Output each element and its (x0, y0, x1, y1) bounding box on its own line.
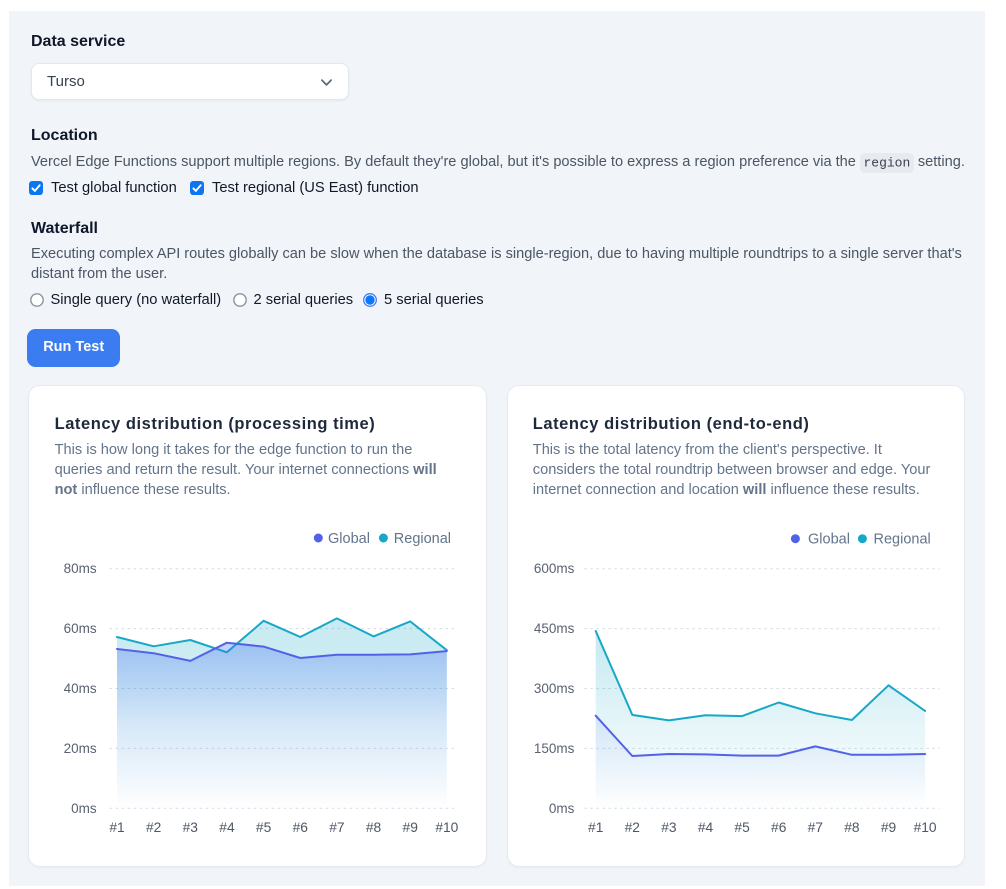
svg-text:#10: #10 (913, 820, 936, 835)
svg-text:#1: #1 (110, 820, 125, 835)
svg-text:Regional: Regional (394, 531, 451, 547)
svg-text:#8: #8 (366, 820, 382, 835)
svg-text:#7: #7 (807, 820, 822, 835)
svg-text:300ms: 300ms (533, 681, 574, 696)
svg-text:#3: #3 (661, 820, 677, 835)
svg-text:150ms: 150ms (533, 741, 574, 756)
svg-text:#5: #5 (734, 820, 750, 835)
svg-text:0ms: 0ms (71, 801, 97, 816)
svg-text:#3: #3 (183, 820, 199, 835)
svg-text:#5: #5 (256, 820, 272, 835)
svg-text:#8: #8 (844, 820, 860, 835)
svg-text:#6: #6 (293, 820, 309, 835)
svg-text:#9: #9 (403, 820, 419, 835)
svg-text:450ms: 450ms (533, 621, 574, 636)
svg-text:#1: #1 (588, 820, 603, 835)
svg-text:#4: #4 (220, 820, 236, 835)
svg-text:#6: #6 (771, 820, 787, 835)
svg-text:#2: #2 (146, 820, 161, 835)
svg-text:Global: Global (328, 531, 370, 547)
svg-text:600ms: 600ms (533, 561, 574, 576)
svg-text:40ms: 40ms (64, 681, 97, 696)
svg-text:80ms: 80ms (64, 561, 97, 576)
svg-text:Regional: Regional (873, 532, 930, 548)
svg-text:0ms: 0ms (548, 801, 574, 816)
svg-text:#9: #9 (880, 820, 896, 835)
svg-text:#10: #10 (436, 820, 459, 835)
svg-text:#7: #7 (330, 820, 345, 835)
svg-text:Global: Global (808, 532, 850, 548)
svg-text:20ms: 20ms (64, 741, 97, 756)
svg-text:#2: #2 (624, 820, 639, 835)
svg-text:60ms: 60ms (64, 621, 97, 636)
svg-text:#4: #4 (697, 820, 713, 835)
